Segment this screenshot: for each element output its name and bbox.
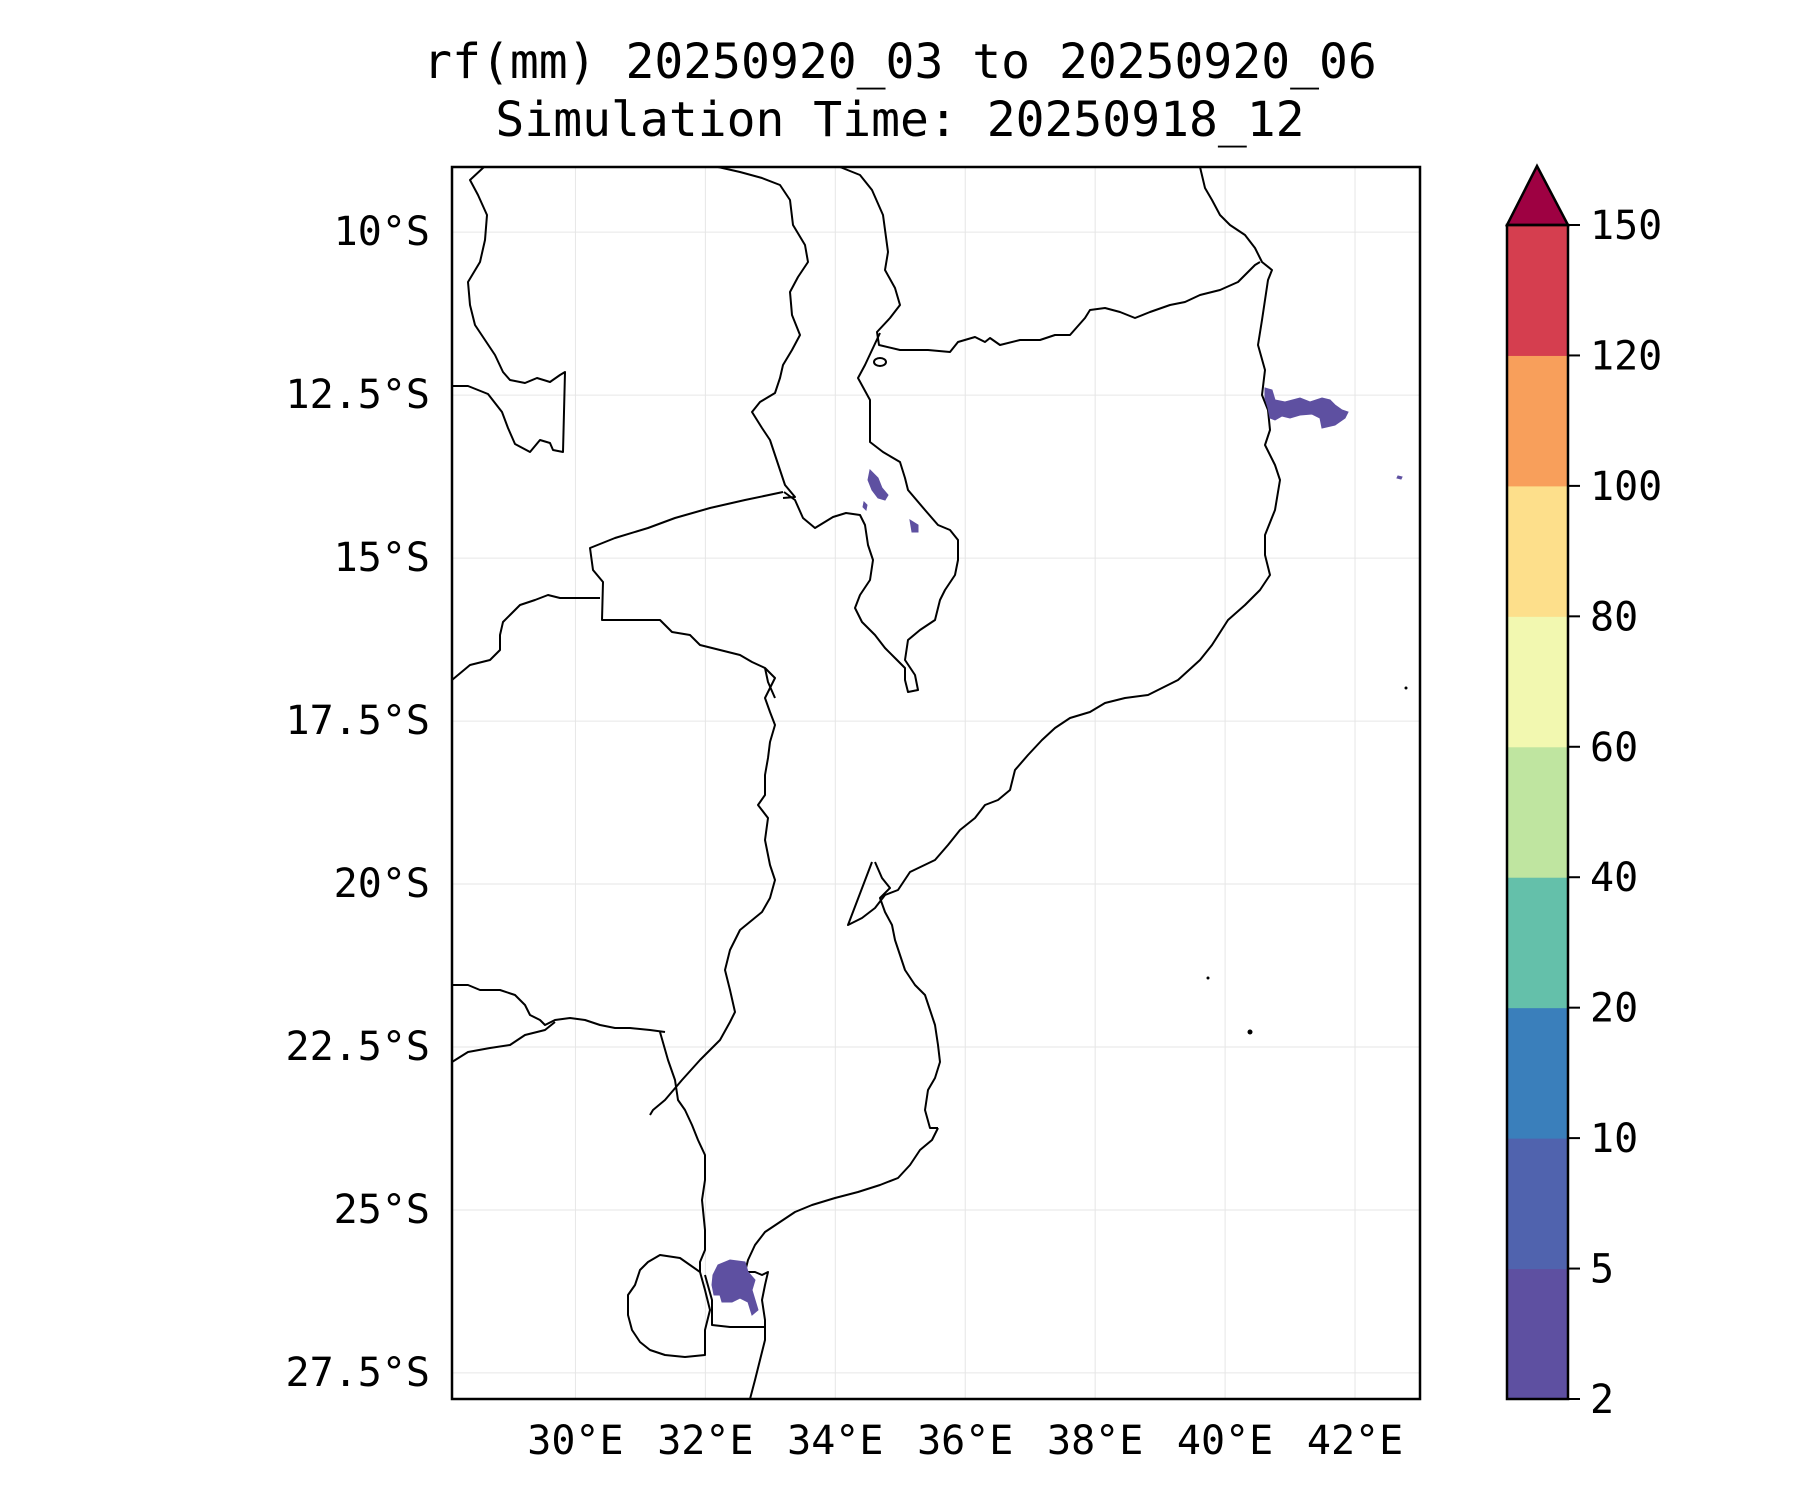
colorbar-tick-label: 80 — [1590, 594, 1638, 640]
x-tick-label: 40°E — [1177, 1418, 1273, 1464]
x-tick-label: 34°E — [787, 1418, 883, 1464]
gridlines — [452, 167, 1420, 1399]
map-background — [452, 167, 1420, 1399]
island-dot-3 — [1247, 1029, 1253, 1035]
borders — [451, 166, 1281, 1400]
y-tick-label: 15°S — [334, 535, 430, 581]
colorbar-band — [1507, 746, 1568, 878]
title-line-1: rf(mm) 20250920_03 to 20250920_06 — [423, 34, 1377, 90]
likoma-island — [873, 357, 887, 367]
border-zimbabwe-mozambique — [649, 667, 776, 1116]
y-tick-label: 25°S — [334, 1187, 430, 1233]
colorbar-band — [1507, 1268, 1568, 1400]
border-southafrica-zimbabwe — [452, 984, 666, 1033]
colorbar-tick-label: 40 — [1590, 855, 1638, 901]
colorbar-tick-label: 20 — [1590, 986, 1638, 1032]
island-dot-1 — [1404, 686, 1408, 690]
border-eswatini — [627, 1254, 711, 1358]
colorbar-tick-label: 100 — [1590, 464, 1662, 510]
y-axis-ticks: 10°S 12.5°S 15°S 17.5°S 20°S 22.5°S 25°S 27.5°S — [286, 209, 431, 1396]
y-tick-label: 12.5°S — [286, 372, 431, 418]
colorbar-ticks: 2 5 10 20 40 60 80 100 120 150 — [1568, 203, 1662, 1423]
x-tick-label: 32°E — [657, 1418, 753, 1464]
island-dot-2 — [1206, 976, 1210, 980]
colorbar-band — [1507, 485, 1568, 617]
coast-mozambique-north — [847, 166, 1281, 926]
colorbar-band — [1507, 616, 1568, 748]
colorbar-tick-label: 10 — [1590, 1116, 1638, 1162]
border-southafrica-botswana — [451, 1021, 556, 1063]
colorbar-tick-label: 60 — [1590, 725, 1638, 771]
coast-mozambique-south — [744, 1127, 939, 1400]
border-zambia-zimbabwe — [451, 594, 600, 681]
rain-patch-lake-malawi-west — [862, 500, 868, 512]
rain-patch-lake-malawi-north — [867, 468, 889, 501]
border-zambia-drc — [452, 166, 566, 453]
islands — [1206, 686, 1408, 1035]
y-tick-label: 17.5°S — [286, 698, 431, 744]
border-zambia-tanzania — [717, 166, 809, 499]
x-tick-label: 42°E — [1307, 1418, 1403, 1464]
colorbar-band — [1507, 1007, 1568, 1139]
colorbar-extend-arrow — [1504, 163, 1571, 227]
colorbar: 2 5 10 20 40 60 80 100 120 150 — [1504, 163, 1662, 1423]
map-panel: 30°E 32°E 34°E 36°E 38°E 40°E 42°E 10°S12.5°S1… — [286, 165, 1422, 1464]
y-tick-label: 22.5°S — [286, 1024, 431, 1070]
colorbar-tick-label: 150 — [1590, 203, 1662, 249]
x-tick-label: 38°E — [1047, 1418, 1143, 1464]
map-frame — [450, 165, 1422, 1401]
border-malawi-zambia — [783, 332, 959, 693]
coast-mozambique-middle — [874, 861, 941, 1129]
colorbar-tick-label: 5 — [1590, 1247, 1614, 1293]
rain-patch-northeast-coast — [1264, 387, 1349, 429]
colorbar-band — [1507, 877, 1568, 1009]
rain-areas — [711, 387, 1403, 1316]
colorbar-band — [1507, 1138, 1568, 1270]
colorbar-tick-label: 120 — [1590, 333, 1662, 379]
rain-patch-lake-malawi-small — [909, 518, 919, 533]
border-mozambique-southafrica — [659, 1031, 706, 1272]
border-zambia-mozambique — [589, 491, 784, 699]
y-tick-label: 10°S — [334, 209, 430, 255]
rain-patch-maputo — [711, 1259, 759, 1316]
colorbar-tick-label: 2 — [1590, 1377, 1614, 1423]
x-tick-label: 36°E — [917, 1418, 1013, 1464]
colorbar-bands — [1507, 225, 1568, 1400]
x-axis-ticks: 30°E 32°E 34°E 36°E 38°E 40°E 42°E — [527, 1418, 1403, 1464]
rain-patch-far-east — [1396, 475, 1403, 480]
border-mozambique-south — [704, 1274, 765, 1328]
y-tick-label: 27.5°S — [286, 1350, 431, 1396]
y-tick-label: 20°S — [334, 861, 430, 907]
colorbar-frame — [1505, 223, 1570, 1401]
title-line-2: Simulation Time: 20250918_12 — [495, 92, 1305, 148]
x-tick-label: 30°E — [527, 1418, 623, 1464]
colorbar-band — [1507, 225, 1568, 356]
border-tanzania-mozambique — [839, 166, 1261, 353]
colorbar-band — [1507, 355, 1568, 487]
